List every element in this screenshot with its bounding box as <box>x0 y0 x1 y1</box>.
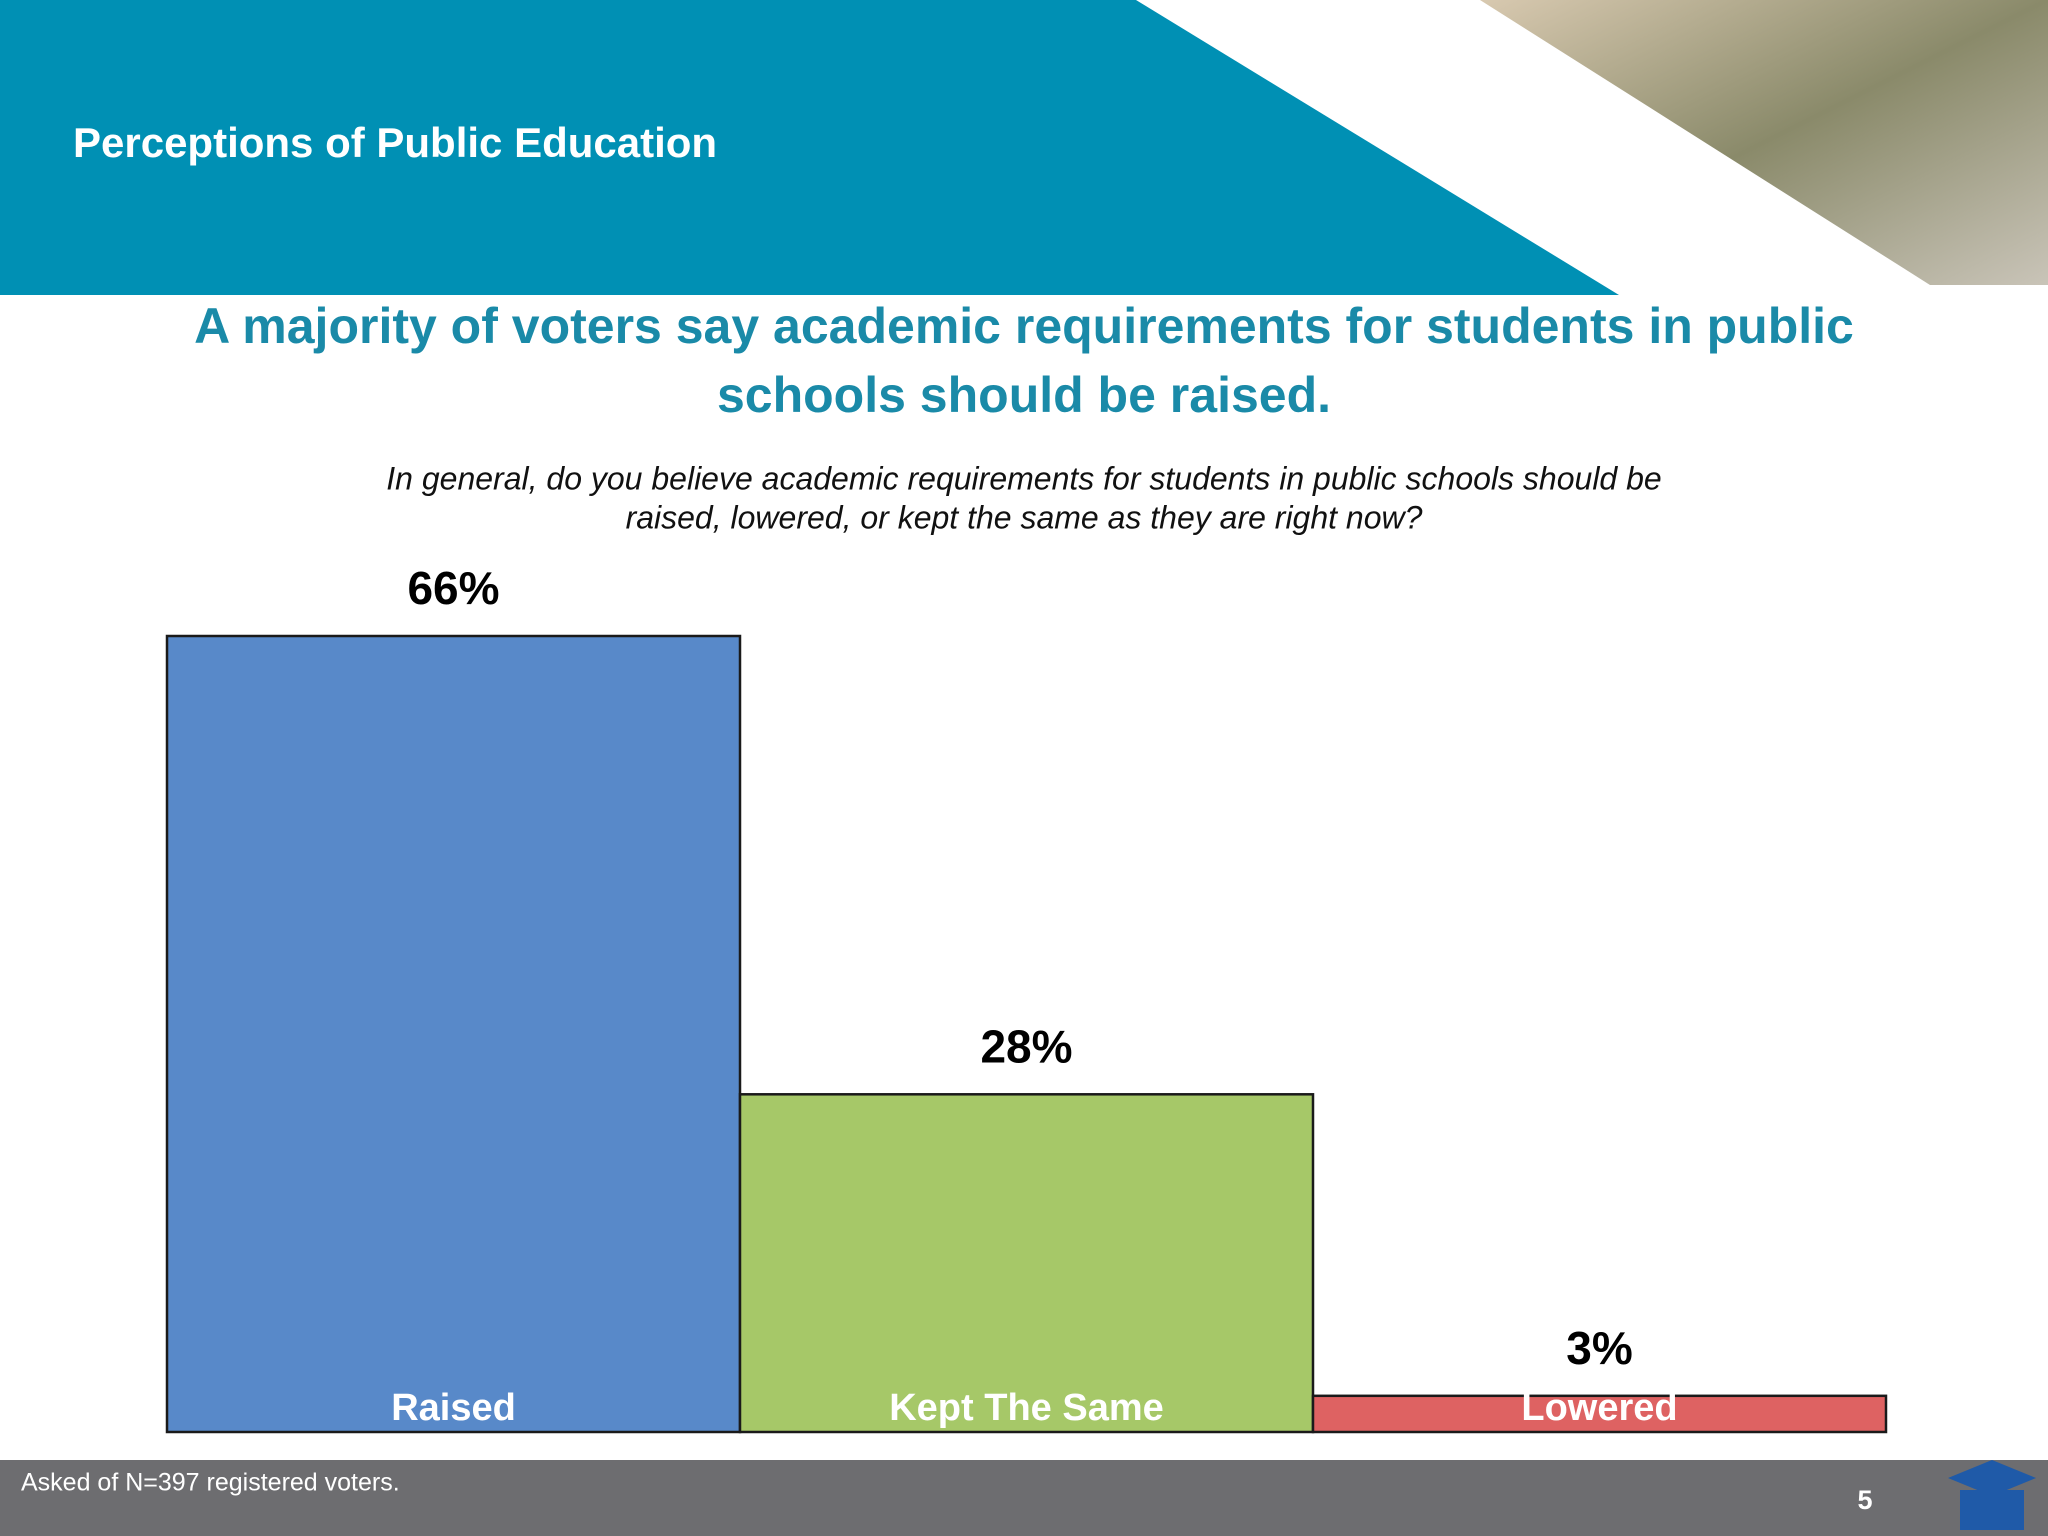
footer-note: Asked of N=397 registered voters. <box>21 1469 400 1497</box>
value-label: 66% <box>407 562 499 614</box>
page-number: 5 <box>1857 1485 1872 1515</box>
question: In general, do you believe academic requ… <box>386 460 1661 496</box>
category-label: Kept The Same <box>889 1387 1164 1429</box>
footer-band <box>0 1460 2048 1536</box>
category-label: Raised <box>391 1387 516 1429</box>
category-label: Lowered <box>1521 1387 1677 1429</box>
logo <box>1948 1460 2036 1530</box>
plot: 66% Raised 28% Kept The Same 3% Lowered <box>165 562 1888 1434</box>
value-label: 28% <box>980 1020 1072 1072</box>
header-photo <box>1480 0 2048 285</box>
bar <box>165 634 742 1434</box>
bar <box>1311 1394 1888 1434</box>
header-band <box>0 0 1619 295</box>
headline: schools should be raised. <box>717 367 1331 423</box>
question: raised, lowered, or kept the same as the… <box>626 499 1423 535</box>
header-title: Perceptions of Public Education <box>73 119 717 166</box>
headline: A majority of voters say academic requir… <box>194 298 1854 354</box>
bar <box>738 1093 1315 1434</box>
value-label: 3% <box>1566 1322 1632 1374</box>
